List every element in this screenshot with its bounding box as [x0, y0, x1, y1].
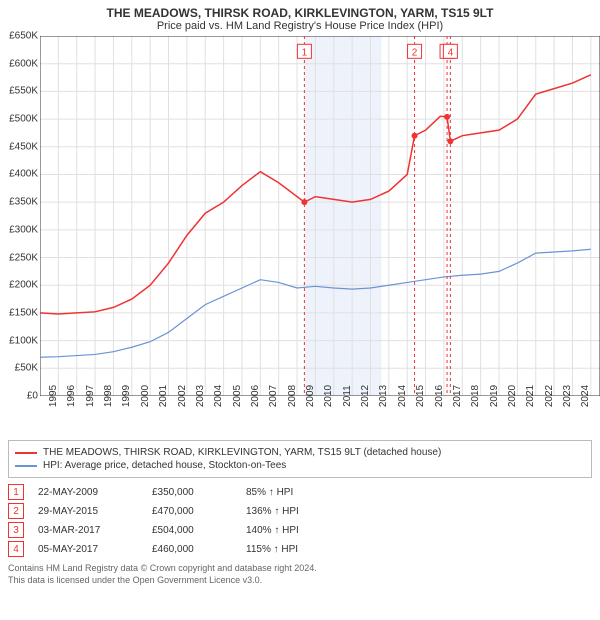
chart-title: THE MEADOWS, THIRSK ROAD, KIRKLEVINGTON,…: [0, 0, 600, 20]
sale-date: 05-MAY-2017: [38, 544, 138, 555]
x-axis-label: 2022: [542, 385, 555, 407]
sale-date: 22-MAY-2009: [38, 487, 138, 498]
footer-line: Contains HM Land Registry data © Crown c…: [8, 563, 592, 575]
page: THE MEADOWS, THIRSK ROAD, KIRKLEVINGTON,…: [0, 0, 600, 620]
x-axis-label: 2001: [156, 385, 169, 407]
x-axis-label: 2021: [523, 385, 536, 407]
svg-text:2: 2: [412, 47, 418, 58]
y-axis-label: £650K: [9, 31, 40, 42]
x-axis-label: 2011: [340, 385, 353, 407]
legend: THE MEADOWS, THIRSK ROAD, KIRKLEVINGTON,…: [8, 440, 592, 478]
footer-line: This data is licensed under the Open Gov…: [8, 575, 592, 587]
table-row: 1 22-MAY-2009 £350,000 85% ↑ HPI: [8, 484, 592, 500]
x-axis-label: 2002: [175, 385, 188, 407]
sale-date: 29-MAY-2015: [38, 506, 138, 517]
x-axis-label: 2017: [450, 385, 463, 407]
sale-number-box: 2: [8, 503, 24, 519]
x-axis-label: 2003: [193, 385, 206, 407]
legend-swatch-property: [15, 452, 37, 454]
x-axis-label: 2007: [266, 385, 279, 407]
chart-area: 1234 £0£50K£100K£150K£200K£250K£300K£350…: [40, 36, 600, 396]
x-axis-label: 2013: [376, 385, 389, 407]
y-axis-label: £250K: [9, 252, 40, 263]
x-axis-label: 2008: [285, 385, 298, 407]
y-axis-label: £550K: [9, 86, 40, 97]
line-chart: 1234: [40, 36, 600, 396]
y-axis-label: £50K: [15, 363, 40, 374]
legend-label-property: THE MEADOWS, THIRSK ROAD, KIRKLEVINGTON,…: [43, 447, 441, 458]
x-axis-label: 2015: [413, 385, 426, 407]
sale-price: £350,000: [152, 487, 232, 498]
table-row: 4 05-MAY-2017 £460,000 115% ↑ HPI: [8, 541, 592, 557]
footer: Contains HM Land Registry data © Crown c…: [8, 563, 592, 586]
x-axis-label: 2010: [321, 385, 334, 407]
y-axis-label: £200K: [9, 280, 40, 291]
y-axis-label: £500K: [9, 114, 40, 125]
sale-pct: 140% ↑ HPI: [246, 525, 366, 536]
y-axis-label: £450K: [9, 141, 40, 152]
y-axis-label: £400K: [9, 169, 40, 180]
y-axis-label: £0: [27, 391, 40, 402]
sale-pct: 136% ↑ HPI: [246, 506, 366, 517]
svg-text:1: 1: [302, 47, 308, 58]
x-axis-label: 2019: [487, 385, 500, 407]
table-row: 3 03-MAR-2017 £504,000 140% ↑ HPI: [8, 522, 592, 538]
x-axis-label: 2023: [560, 385, 573, 407]
x-axis-label: 2020: [505, 385, 518, 407]
x-axis-label: 2004: [211, 385, 224, 407]
y-axis-label: £100K: [9, 335, 40, 346]
sale-pct: 85% ↑ HPI: [246, 487, 366, 498]
y-axis-label: £150K: [9, 307, 40, 318]
x-axis-label: 2024: [578, 385, 591, 407]
x-axis-label: 1996: [64, 385, 77, 407]
sale-date: 03-MAR-2017: [38, 525, 138, 536]
x-axis-label: 1998: [101, 385, 114, 407]
chart-subtitle: Price paid vs. HM Land Registry's House …: [0, 20, 600, 36]
legend-item-property: THE MEADOWS, THIRSK ROAD, KIRKLEVINGTON,…: [15, 447, 585, 458]
sale-number-box: 1: [8, 484, 24, 500]
x-axis-label: 1997: [83, 385, 96, 407]
x-axis-label: 2000: [138, 385, 151, 407]
sale-number-box: 3: [8, 522, 24, 538]
x-axis-label: 1995: [46, 385, 59, 407]
x-axis-label: 2009: [303, 385, 316, 407]
sales-table: 1 22-MAY-2009 £350,000 85% ↑ HPI 2 29-MA…: [8, 484, 592, 557]
legend-swatch-hpi: [15, 465, 37, 467]
x-axis-label: 2006: [248, 385, 261, 407]
y-axis-label: £350K: [9, 197, 40, 208]
svg-text:4: 4: [448, 47, 454, 58]
y-axis-label: £600K: [9, 58, 40, 69]
x-axis-label: 1999: [119, 385, 132, 407]
legend-label-hpi: HPI: Average price, detached house, Stoc…: [43, 460, 286, 471]
x-axis-label: 2005: [230, 385, 243, 407]
legend-item-hpi: HPI: Average price, detached house, Stoc…: [15, 460, 585, 471]
table-row: 2 29-MAY-2015 £470,000 136% ↑ HPI: [8, 503, 592, 519]
y-axis-label: £300K: [9, 224, 40, 235]
sale-price: £470,000: [152, 506, 232, 517]
x-axis-label: 2016: [432, 385, 445, 407]
sale-number-box: 4: [8, 541, 24, 557]
sale-pct: 115% ↑ HPI: [246, 544, 366, 555]
x-axis-label: 2014: [395, 385, 408, 407]
x-axis-label: 2018: [468, 385, 481, 407]
x-axis-label: 2012: [358, 385, 371, 407]
sale-price: £504,000: [152, 525, 232, 536]
sale-price: £460,000: [152, 544, 232, 555]
